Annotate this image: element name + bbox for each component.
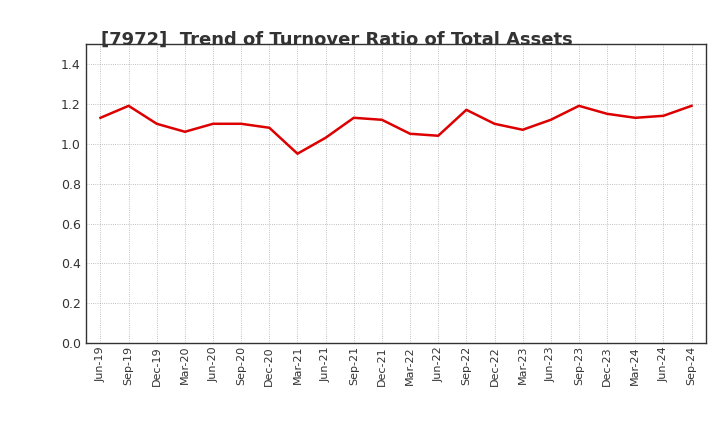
Text: [7972]  Trend of Turnover Ratio of Total Assets: [7972] Trend of Turnover Ratio of Total … <box>101 31 572 49</box>
